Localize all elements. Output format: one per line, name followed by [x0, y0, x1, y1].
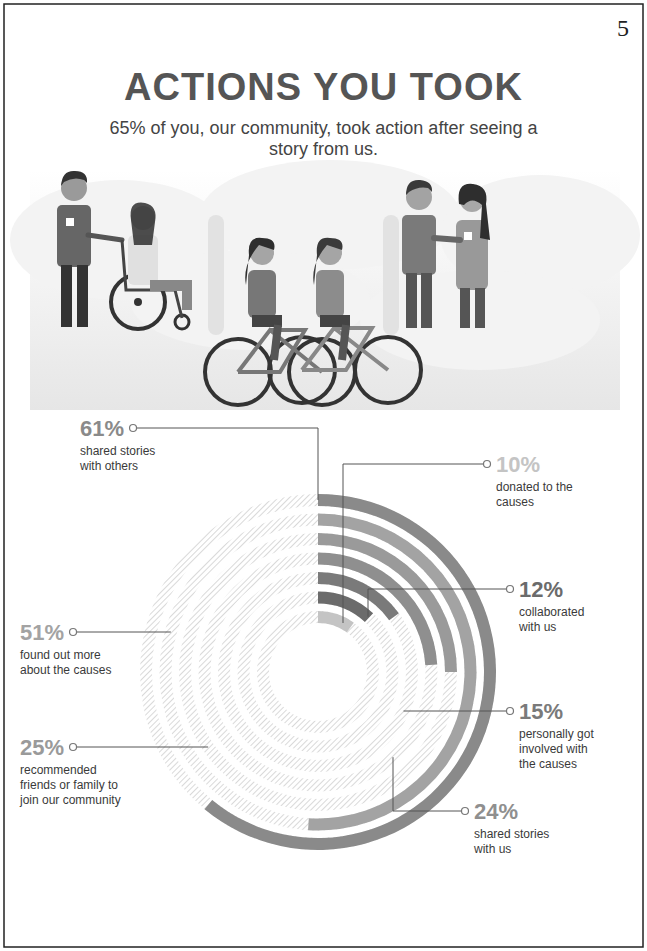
page-number: 5 — [617, 15, 629, 41]
leader-line — [404, 711, 510, 712]
cyclist-leg — [342, 325, 346, 360]
value-label: 10% — [496, 452, 540, 477]
cyclist-leg — [274, 325, 278, 360]
leader-dot — [70, 629, 77, 636]
radial-bar — [318, 611, 354, 632]
person-leg — [421, 273, 432, 328]
page-frame — [4, 4, 643, 947]
subtitle: 65% of you, our community, took action a… — [110, 118, 539, 159]
ring-track — [199, 553, 438, 792]
person-badge — [464, 232, 472, 240]
person-leg — [406, 273, 417, 328]
leader-line — [73, 747, 208, 748]
category-label: found out moreabout the causes — [20, 648, 111, 677]
leader-line — [343, 464, 487, 623]
ring-track — [238, 592, 399, 753]
chart — [140, 494, 496, 850]
labels: 61%shared storieswith others51%found out… — [19, 416, 594, 856]
page: 5 ACTIONS YOU TOOK 65% of you, our communi… — [0, 0, 647, 951]
value-label: 24% — [474, 799, 518, 824]
cyclist — [316, 270, 344, 318]
handshake — [434, 238, 460, 240]
ring-track — [257, 611, 379, 733]
leader-dot — [484, 461, 491, 468]
title: ACTIONS YOU TOOK — [124, 66, 523, 108]
leader-line — [73, 632, 171, 633]
pillar — [383, 215, 399, 335]
value-label: 51% — [20, 620, 64, 645]
ring-track — [179, 533, 457, 811]
text-line: with us — [518, 620, 556, 634]
text-line: with others — [79, 459, 138, 473]
text-line: personally got — [519, 727, 594, 741]
person-hair — [406, 180, 432, 195]
leaders — [70, 425, 514, 815]
text-line: shared stories — [474, 827, 549, 841]
text-line: collaborated — [519, 605, 584, 619]
value-label: 12% — [519, 577, 563, 602]
radial-bar — [205, 494, 496, 850]
cyclist — [248, 270, 276, 318]
person-badge — [66, 218, 74, 226]
text-line: recommended — [20, 763, 97, 777]
illustration — [10, 160, 640, 410]
radial-bar — [308, 514, 476, 831]
ring-track — [218, 572, 418, 772]
radial-bar — [318, 553, 437, 666]
leader-dot — [70, 744, 77, 751]
text-line: the causes — [519, 757, 577, 771]
person-hair — [131, 203, 156, 245]
plot-area — [140, 494, 496, 850]
value-label: 15% — [519, 699, 563, 724]
text-line: with us — [473, 842, 511, 856]
text-line: story from us. — [269, 139, 378, 159]
value-label: 61% — [80, 416, 124, 441]
person-hair — [61, 171, 87, 186]
person-arm — [88, 235, 122, 240]
person-leg — [182, 280, 192, 310]
leader-line — [393, 757, 465, 811]
text-line: found out more — [20, 648, 101, 662]
leader-line — [133, 428, 318, 500]
leader-line — [368, 589, 510, 617]
category-label: donated to thecauses — [496, 480, 573, 509]
text-line: causes — [496, 495, 534, 509]
text-line: friends or family to — [20, 778, 118, 792]
value-label: 25% — [20, 735, 64, 760]
person — [402, 215, 436, 275]
leader-dot — [462, 808, 469, 815]
category-label: collaboratedwith us — [518, 605, 584, 634]
leader-dot — [130, 425, 137, 432]
text-line: donated to the — [496, 480, 573, 494]
person-leg — [460, 288, 470, 328]
person-hair — [459, 184, 490, 240]
person-leg — [475, 288, 485, 328]
cyclist-hair — [313, 238, 342, 285]
radial-bar — [318, 533, 457, 672]
cyclist-hair — [245, 238, 274, 285]
pillar — [208, 215, 224, 335]
text-line: 65% of you, our community, took action a… — [110, 118, 539, 138]
wheel-hub — [134, 298, 142, 306]
leader-dot — [507, 708, 514, 715]
text-line: involved with — [519, 742, 588, 756]
person-leg — [77, 265, 88, 327]
text-line: join our community — [19, 793, 121, 807]
person-leg — [61, 265, 72, 327]
category-label: shared storieswith us — [473, 827, 549, 856]
ring-track — [140, 494, 496, 850]
category-label: shared storieswith others — [79, 444, 155, 473]
text-line: shared stories — [80, 444, 155, 458]
ring-track — [160, 514, 477, 831]
category-label: recommendedfriends or family tojoin our … — [19, 763, 121, 807]
category-label: personally gotinvolved withthe causes — [519, 727, 594, 771]
leader-dot — [507, 586, 514, 593]
text-line: about the causes — [20, 663, 111, 677]
